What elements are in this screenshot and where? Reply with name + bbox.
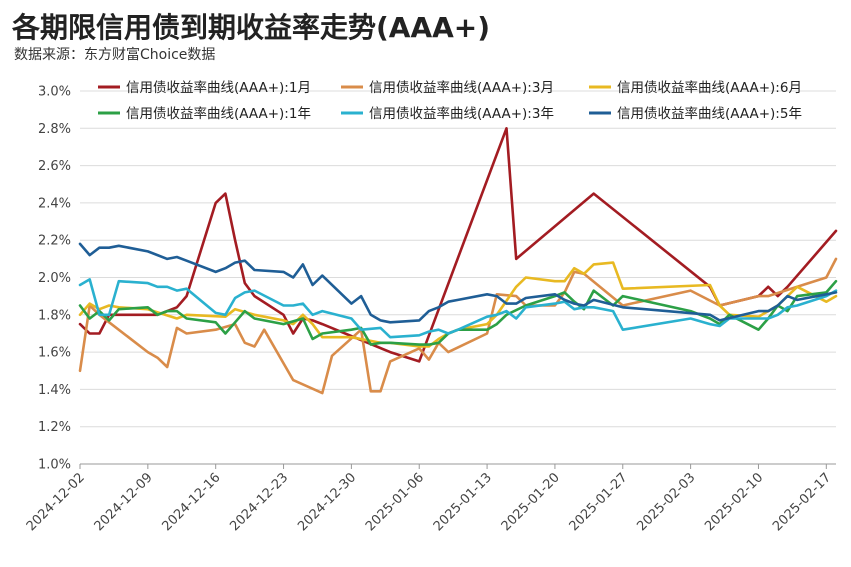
- x-tick-label: 2024-12-23: [227, 470, 291, 534]
- y-tick-label: 2.2%: [38, 234, 71, 249]
- x-tick-label: 2025-02-17: [770, 470, 834, 534]
- y-tick-label: 2.6%: [38, 159, 71, 174]
- x-axis: 2024-12-02 2024-12-09 2024-12-16 2024-12-23…: [24, 463, 836, 534]
- chart-title: 各期限信用债到期收益率走势(AAA+): [12, 11, 491, 44]
- legend-label-5: 信用债收益率曲线(AAA+):3年: [369, 105, 554, 122]
- y-tick-label: 2.8%: [38, 122, 71, 137]
- chart-subtitle: 数据来源：东方财富Choice数据: [14, 47, 216, 63]
- legend-label-6: 信用债收益率曲线(AAA+):5年: [617, 105, 802, 122]
- x-tick-label: 2025-01-27: [567, 470, 631, 534]
- y-tick-label: 1.2%: [38, 420, 71, 435]
- series-line-2: [78, 257, 838, 395]
- x-tick-label: 2025-02-03: [634, 470, 698, 534]
- y-tick-label: 1.6%: [38, 346, 71, 361]
- y-tick-label: 1.8%: [38, 308, 71, 323]
- x-tick-label: 2025-02-10: [702, 470, 766, 534]
- x-tick-label: 2024-12-02: [24, 470, 88, 534]
- y-tick-label: 1.4%: [38, 383, 71, 398]
- legend-label-4: 信用债收益率曲线(AAA+):1年: [126, 105, 311, 122]
- legend: 信用债收益率曲线(AAA+):1月 信用债收益率曲线(AAA+):3月 信用债收益率…: [98, 79, 802, 122]
- x-tick-label: 2024-12-09: [92, 470, 156, 534]
- y-tick-label: 2.4%: [38, 196, 71, 211]
- x-tick-label: 2025-01-13: [431, 470, 495, 534]
- series-line-5: [78, 278, 838, 339]
- series-line-6: [78, 242, 838, 324]
- y-axis: 1.0% 1.2% 1.4% 1.6% 1.8% 2.0% 2.2% 2.4% 2.6% 2.8%…: [38, 85, 71, 473]
- y-tick-label: 2.0%: [38, 271, 71, 286]
- y-tick-label: 1.0%: [38, 458, 71, 473]
- series-line-3: [78, 261, 838, 348]
- x-tick-label: 2024-12-16: [159, 470, 223, 534]
- x-tick-label: 2024-12-30: [295, 470, 359, 534]
- legend-label-1: 信用债收益率曲线(AAA+):1月: [126, 79, 311, 96]
- x-tick-label: 2025-01-20: [499, 470, 563, 534]
- legend-label-2: 信用债收益率曲线(AAA+):3月: [369, 79, 554, 96]
- series-line-1: [78, 127, 838, 363]
- y-tick-label: 3.0%: [38, 85, 71, 100]
- series-line-4: [78, 279, 838, 346]
- legend-label-3: 信用债收益率曲线(AAA+):6月: [617, 79, 802, 96]
- x-tick-label: 2025-01-06: [363, 470, 427, 534]
- series-lines: [78, 127, 838, 395]
